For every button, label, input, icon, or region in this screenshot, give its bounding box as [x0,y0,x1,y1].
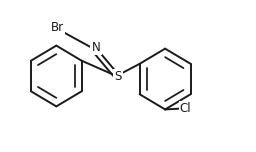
Text: Br: Br [51,21,64,34]
Text: N: N [92,41,100,54]
Text: S: S [114,70,121,83]
Text: Cl: Cl [180,102,191,115]
